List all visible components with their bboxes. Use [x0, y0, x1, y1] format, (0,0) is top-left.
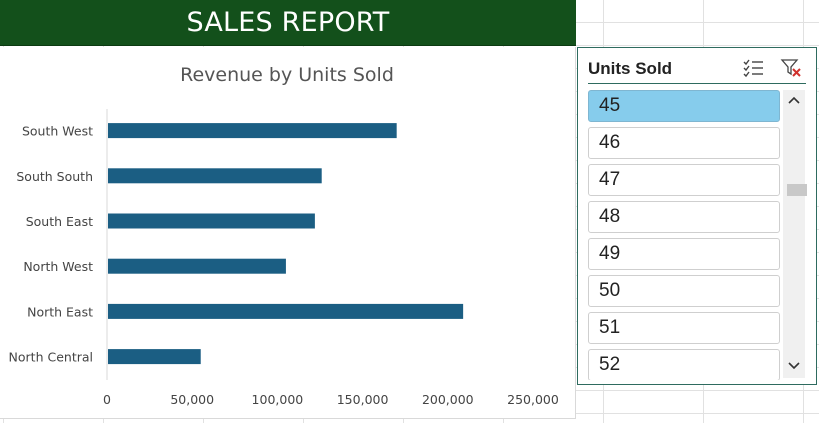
- slicer-item-52[interactable]: 52: [588, 349, 780, 380]
- scroll-thumb[interactable]: [787, 184, 807, 196]
- slicer-item-51[interactable]: 51: [588, 312, 780, 344]
- category-label: North West: [23, 259, 93, 274]
- report-title: SALES REPORT: [186, 7, 390, 38]
- x-tick-label: 150,000: [337, 392, 389, 407]
- scroll-down-icon[interactable]: [783, 356, 805, 376]
- bar-north-west[interactable]: [108, 258, 286, 274]
- category-label: North East: [27, 304, 93, 319]
- slicer-item-list[interactable]: 45 46 47 48 49 50 51 52: [588, 90, 780, 380]
- bar-north-central[interactable]: [108, 349, 201, 365]
- category-label: South East: [26, 214, 93, 229]
- slicer-title: Units Sold: [588, 59, 673, 78]
- x-tick-label: 250,000: [507, 392, 559, 407]
- bar-south-east[interactable]: [108, 213, 315, 229]
- bar-north-east[interactable]: [108, 303, 464, 319]
- x-tick-label: 0: [103, 392, 111, 407]
- slicer-header: Units Sold: [588, 54, 806, 84]
- clear-filter-icon[interactable]: [780, 57, 804, 79]
- category-label: South West: [22, 124, 93, 139]
- bar-south-south[interactable]: [108, 168, 322, 184]
- category-label: North Central: [9, 350, 93, 365]
- slicer-item-48[interactable]: 48: [588, 201, 780, 233]
- bar-south-west[interactable]: [108, 123, 397, 139]
- category-label: South South: [16, 169, 93, 184]
- slicer-item-46[interactable]: 46: [588, 127, 780, 159]
- slicer-item-47[interactable]: 47: [588, 164, 780, 196]
- slicer-scrollbar[interactable]: [783, 90, 807, 378]
- scroll-up-icon[interactable]: [783, 90, 805, 110]
- slicer-item-49[interactable]: 49: [588, 238, 780, 270]
- chart-title: Revenue by Units Sold: [180, 64, 394, 86]
- slicer-item-50[interactable]: 50: [588, 275, 780, 307]
- bar-chart[interactable]: Revenue by Units Sold South West South So…: [0, 47, 576, 419]
- x-tick-label: 50,000: [170, 392, 214, 407]
- x-tick-label: 200,000: [422, 392, 474, 407]
- slicer-item-45[interactable]: 45: [588, 90, 780, 122]
- chart-canvas: Revenue by Units Sold South West South So…: [9, 64, 559, 407]
- multi-select-icon[interactable]: [742, 57, 766, 79]
- units-sold-slicer[interactable]: Units Sold 45 46 47 48 49 50 51 52: [577, 47, 817, 385]
- x-tick-label: 100,000: [252, 392, 304, 407]
- report-banner: SALES REPORT: [0, 0, 576, 46]
